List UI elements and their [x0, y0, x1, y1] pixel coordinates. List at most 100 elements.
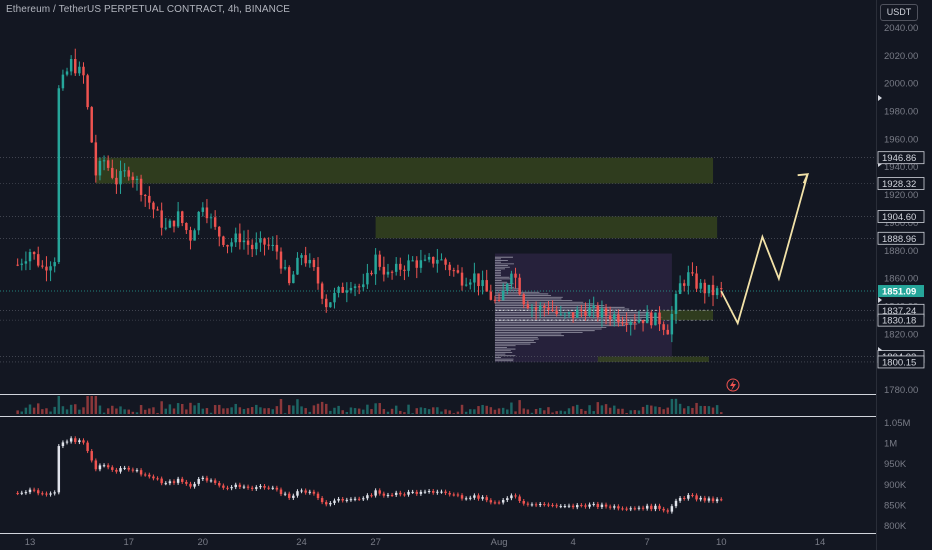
- candle-body: [74, 59, 76, 73]
- volume-bar: [288, 405, 290, 414]
- candle-body: [436, 260, 438, 264]
- volume-bar: [424, 408, 426, 414]
- volume-bar: [387, 412, 389, 414]
- indicator-bar: [490, 500, 492, 502]
- indicator-bar: [650, 506, 652, 509]
- level-label: 1888.96: [882, 234, 916, 245]
- date-tick-label: 24: [296, 537, 307, 548]
- candle-body: [547, 308, 549, 310]
- volume-bar: [234, 404, 236, 414]
- volume-bar: [49, 412, 51, 414]
- indicator-bar: [691, 495, 693, 496]
- volume-bar: [25, 408, 27, 414]
- date-tick-label: 14: [815, 537, 826, 548]
- volume-bar: [518, 400, 520, 414]
- volume-bar: [514, 411, 516, 414]
- candle-body: [160, 210, 162, 227]
- indicator-bar: [597, 504, 599, 507]
- indicator-bar: [485, 497, 487, 500]
- volume-bar: [621, 409, 623, 414]
- price-tick-label: 2000.00: [884, 79, 918, 90]
- candle-body: [234, 234, 236, 243]
- volume-bar: [197, 403, 199, 414]
- volume-bar: [160, 401, 162, 414]
- volume-bar: [370, 409, 372, 414]
- candle-body: [296, 258, 298, 275]
- volume-bar: [687, 406, 689, 414]
- volume-bar: [263, 408, 265, 414]
- volume-bar: [379, 403, 381, 414]
- indicator-bar: [214, 480, 216, 483]
- candle-body: [646, 312, 648, 323]
- volume-bar: [469, 409, 471, 414]
- candle-body: [173, 221, 175, 227]
- volume-bar: [140, 405, 142, 414]
- indicator-bar: [193, 484, 195, 487]
- volume-bar: [255, 405, 257, 414]
- candle-body: [140, 179, 142, 195]
- indicator-bar: [86, 443, 88, 451]
- candle-body: [53, 262, 55, 266]
- volume-bar: [699, 406, 701, 414]
- indicator-bar: [251, 488, 253, 489]
- volume-bar: [132, 412, 134, 414]
- candle-body: [239, 234, 241, 243]
- volume-bar: [704, 406, 706, 414]
- candle-body: [267, 245, 269, 246]
- volume-bar: [691, 408, 693, 414]
- volume-bar: [144, 410, 146, 414]
- indicator-bar: [712, 498, 714, 501]
- candle-body: [411, 260, 413, 261]
- indicator-bar: [317, 494, 319, 498]
- volume-bar: [272, 409, 274, 414]
- indicator-bar: [506, 498, 508, 500]
- candle-body: [629, 322, 631, 325]
- indicator-bar: [695, 495, 697, 499]
- indicator-bar: [411, 492, 413, 493]
- volume-bar: [309, 412, 311, 414]
- indicator-bar: [103, 465, 105, 466]
- volume-bar: [506, 410, 508, 414]
- volume-bar: [411, 413, 413, 414]
- date-tick-label: 17: [123, 537, 134, 548]
- candle-body: [25, 261, 27, 263]
- indicator-bar: [230, 487, 232, 488]
- candle-body: [321, 283, 323, 298]
- volume-bar: [428, 409, 430, 414]
- indicator-tick-label: 1.05M: [884, 418, 910, 429]
- indicator-bar: [617, 506, 619, 508]
- volume-bar: [325, 404, 327, 414]
- volume-bar: [473, 409, 475, 414]
- candle-body: [687, 272, 689, 286]
- volume-bar: [99, 406, 101, 414]
- indicator-bar: [514, 495, 516, 496]
- volume-bar: [321, 402, 323, 414]
- candle-body: [177, 211, 179, 226]
- volume-bar: [107, 408, 109, 414]
- volume-bar: [37, 403, 39, 414]
- supply-demand-zone: [376, 217, 718, 239]
- volume-bar: [292, 406, 294, 414]
- candle-body: [86, 75, 88, 107]
- candle-body: [473, 273, 475, 282]
- indicator-bar: [123, 468, 125, 469]
- indicator-bar: [716, 499, 718, 501]
- indicator-bar: [288, 494, 290, 498]
- indicator-bar: [555, 505, 557, 506]
- indicator-bar: [510, 495, 512, 498]
- currency-button[interactable]: USDT: [880, 4, 918, 21]
- volume-bar: [440, 412, 442, 414]
- indicator-bar: [551, 505, 553, 506]
- candle-body: [309, 260, 311, 263]
- volume-bar: [66, 409, 68, 414]
- indicator-bar: [613, 506, 615, 507]
- volume-bar: [485, 406, 487, 414]
- volume-bar: [62, 406, 64, 414]
- indicator-bar: [292, 496, 294, 498]
- indicator-bar: [173, 481, 175, 483]
- candle-body: [605, 308, 607, 315]
- volume-bar: [634, 410, 636, 414]
- level-label: 1928.32: [882, 179, 916, 190]
- indicator-bar: [502, 500, 504, 502]
